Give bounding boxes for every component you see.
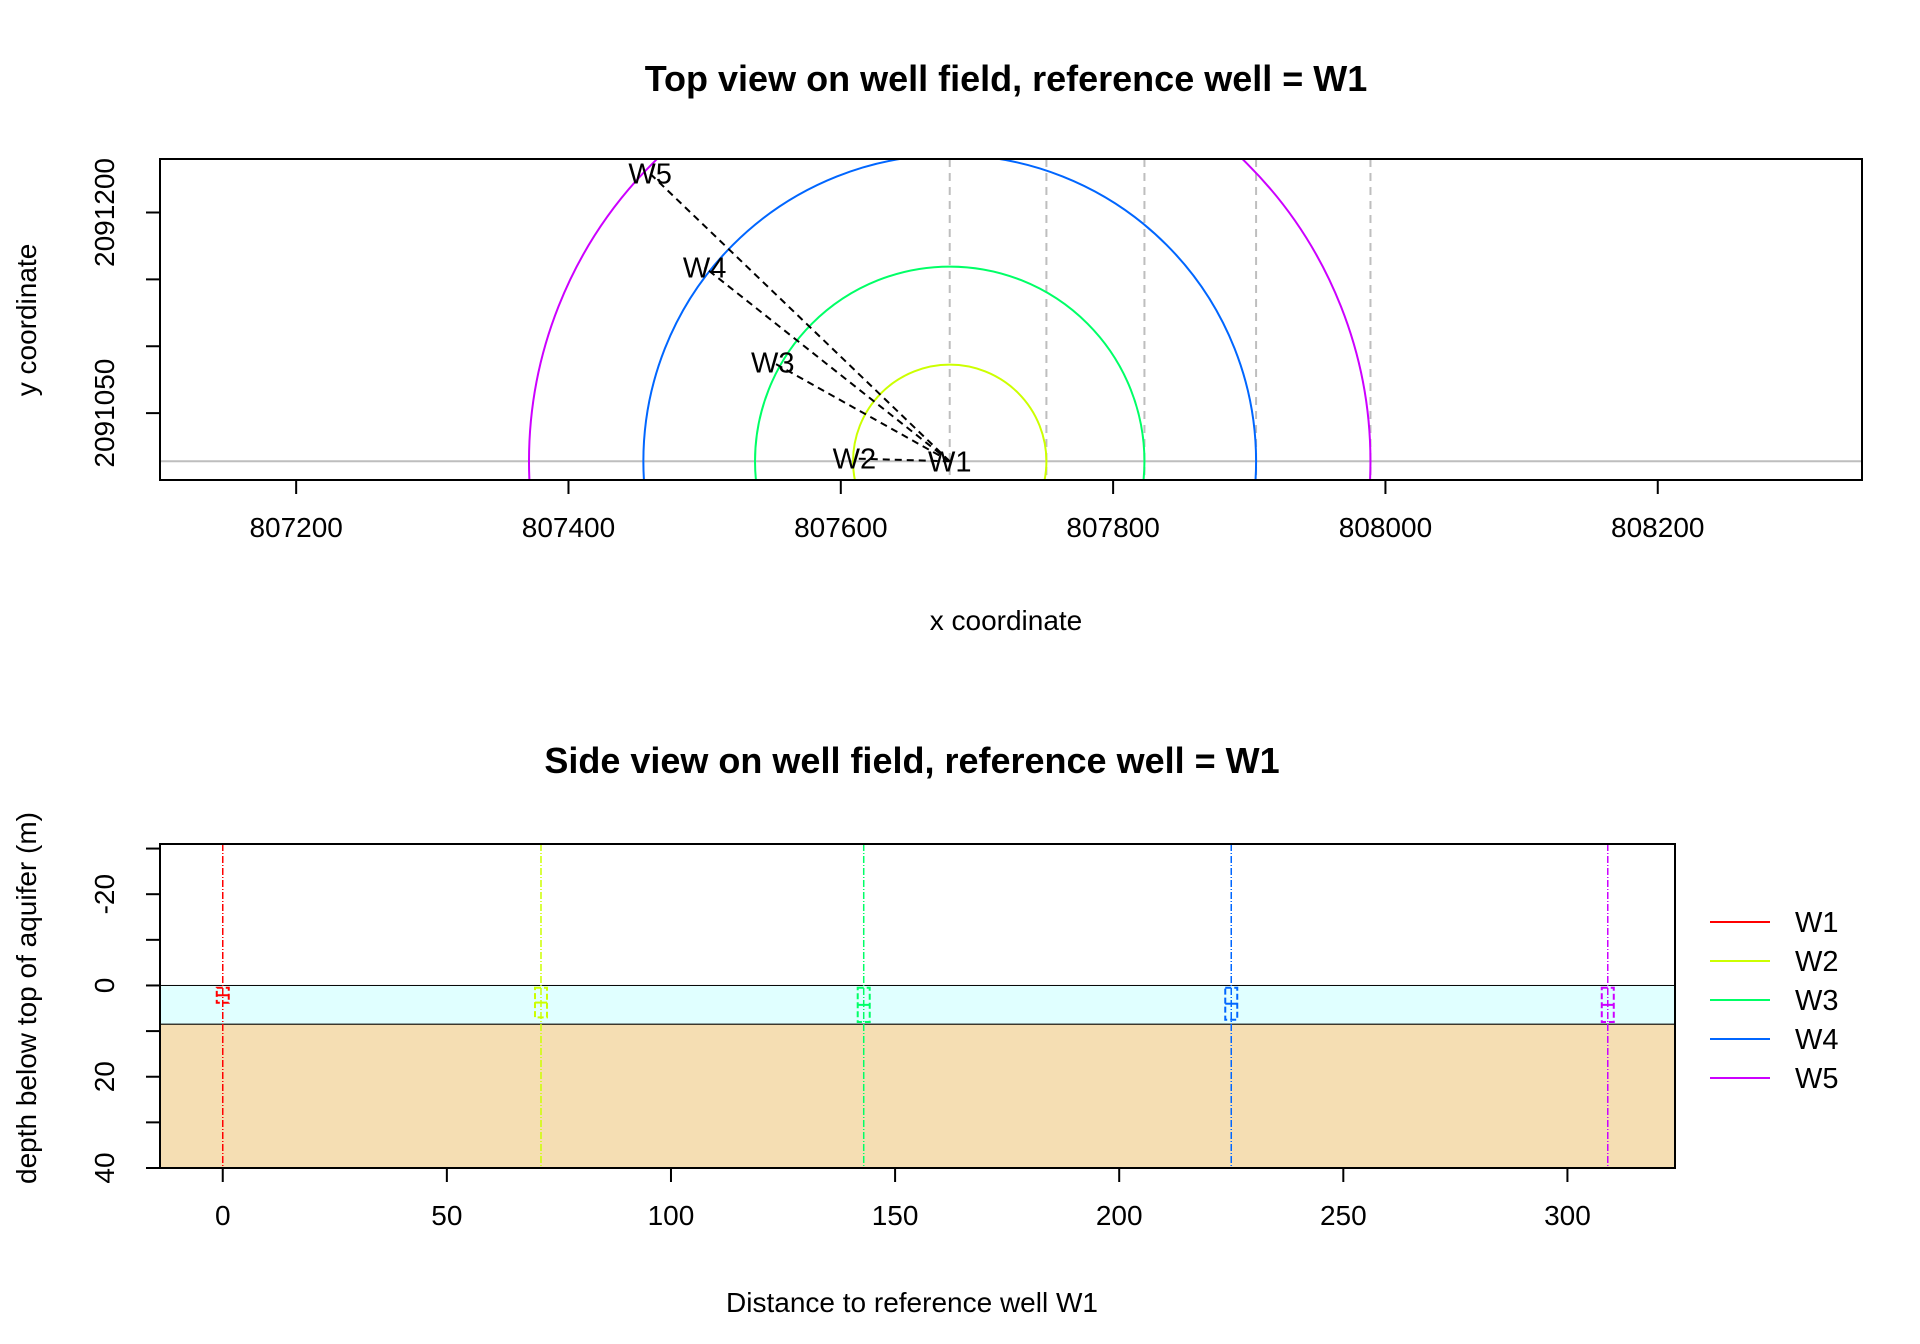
top-y-axis-label: y coordinate — [11, 244, 42, 397]
legend: W1 W2 W3 W4 W5 — [1710, 907, 1839, 1095]
side-x-axis-label: Distance to reference well W1 — [726, 1287, 1098, 1318]
side-plot-frame — [159, 843, 1676, 1169]
top-clipped-layer — [160, 159, 1862, 480]
top-x-tick-label: 807800 — [1066, 512, 1159, 543]
side-y-tick-label: 0 — [89, 978, 120, 994]
side-chart-title: Side view on well field, reference well … — [544, 740, 1279, 781]
side-x-tick-label: 300 — [1544, 1200, 1591, 1231]
top-radius-circle-w4 — [642, 159, 1257, 480]
top-connector-w5 — [649, 172, 951, 462]
top-connector-w3 — [772, 361, 951, 463]
top-x-tick-label: 808200 — [1611, 512, 1704, 543]
side-y-tick-label: -20 — [89, 874, 120, 914]
top-x-tick-label: 807200 — [249, 512, 342, 543]
side-x-tick-label: 0 — [215, 1200, 231, 1231]
top-well-label-w4: W4 — [683, 252, 727, 284]
top-chart-title: Top view on well field, reference well =… — [645, 58, 1368, 99]
side-x-tick-label: 200 — [1096, 1200, 1143, 1231]
legend-label-w2: W2 — [1795, 946, 1839, 978]
side-y-axis-label: depth below top of aquifer (m) — [11, 812, 42, 1184]
top-radius-circle-w5 — [528, 159, 1372, 480]
top-plot-frame — [159, 158, 1863, 481]
top-y-tick-label: 2091050 — [89, 359, 120, 468]
side-x-tick-label: 100 — [648, 1200, 695, 1231]
top-x-tick-label: 807600 — [794, 512, 887, 543]
top-connector-w4 — [704, 266, 951, 463]
top-plot-area: W1 W2 W3 W4 W5 807200 807400 807600 807800 808000… — [89, 158, 1863, 543]
top-x-tick-label: 808000 — [1339, 512, 1432, 543]
top-well-label-w2: W2 — [833, 444, 877, 476]
side-aquifer-layer — [159, 984, 1676, 1025]
side-plot-area: 0 50 100 150 200 250 300 -20 0 20 40 — [89, 843, 1676, 1231]
top-x-axis-label: x coordinate — [930, 605, 1083, 636]
legend-label-w1: W1 — [1795, 907, 1839, 939]
top-well-label-w3: W3 — [751, 347, 795, 379]
side-x-tick-label: 250 — [1320, 1200, 1367, 1231]
legend-label-w5: W5 — [1795, 1063, 1839, 1095]
side-x-tick-label: 50 — [431, 1200, 462, 1231]
top-radius-circle-w2 — [852, 363, 1048, 480]
top-well-label-w1: W1 — [928, 446, 972, 478]
side-y-tick-label: 20 — [89, 1061, 120, 1092]
legend-label-w3: W3 — [1795, 985, 1839, 1017]
legend-label-w4: W4 — [1795, 1024, 1839, 1056]
top-connector-w2 — [854, 457, 950, 463]
side-x-tick-label: 150 — [872, 1200, 919, 1231]
side-y-tick-label: 40 — [89, 1152, 120, 1183]
top-x-tick-label: 807400 — [522, 512, 615, 543]
side-below-aquifer-layer — [159, 1023, 1676, 1169]
top-well-label-w5: W5 — [628, 159, 672, 191]
top-y-tick-label: 2091200 — [89, 158, 120, 267]
top-radius-circle-w3 — [754, 265, 1146, 480]
